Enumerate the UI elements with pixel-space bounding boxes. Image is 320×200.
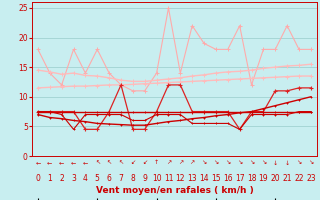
Text: 9: 9 <box>142 174 147 183</box>
Text: ↘: ↘ <box>261 160 266 165</box>
Text: ↙: ↙ <box>142 160 147 165</box>
Text: 22: 22 <box>294 174 304 183</box>
Text: ↘: ↘ <box>249 160 254 165</box>
Text: 19: 19 <box>259 174 268 183</box>
Text: ↘: ↘ <box>237 160 242 165</box>
Text: ←: ← <box>35 160 41 165</box>
Text: Vent moyen/en rafales ( km/h ): Vent moyen/en rafales ( km/h ) <box>96 186 253 195</box>
Text: 2: 2 <box>59 174 64 183</box>
Text: 21: 21 <box>282 174 292 183</box>
Text: ↖: ↖ <box>118 160 124 165</box>
Text: 16: 16 <box>223 174 233 183</box>
Text: 8: 8 <box>131 174 135 183</box>
Text: 4: 4 <box>83 174 88 183</box>
Text: 18: 18 <box>247 174 256 183</box>
Text: 6: 6 <box>107 174 112 183</box>
Text: 11: 11 <box>164 174 173 183</box>
Text: 0: 0 <box>36 174 40 183</box>
Text: ←: ← <box>47 160 52 165</box>
Text: 1: 1 <box>47 174 52 183</box>
Text: ↓: ↓ <box>284 160 290 165</box>
Text: ↘: ↘ <box>202 160 207 165</box>
Text: ↘: ↘ <box>213 160 219 165</box>
Text: 10: 10 <box>152 174 161 183</box>
Text: 7: 7 <box>119 174 124 183</box>
Text: ↙: ↙ <box>130 160 135 165</box>
Text: 17: 17 <box>235 174 244 183</box>
Text: 5: 5 <box>95 174 100 183</box>
Text: ↗: ↗ <box>189 160 195 165</box>
Text: 3: 3 <box>71 174 76 183</box>
Text: ↘: ↘ <box>308 160 314 165</box>
Text: ↗: ↗ <box>166 160 171 165</box>
Text: 20: 20 <box>270 174 280 183</box>
Text: ↗: ↗ <box>178 160 183 165</box>
Text: ↖: ↖ <box>107 160 112 165</box>
Text: 13: 13 <box>188 174 197 183</box>
Text: ↘: ↘ <box>225 160 230 165</box>
Text: 14: 14 <box>199 174 209 183</box>
Text: 15: 15 <box>211 174 221 183</box>
Text: ↖: ↖ <box>95 160 100 165</box>
Text: 12: 12 <box>176 174 185 183</box>
Text: ←: ← <box>71 160 76 165</box>
Text: ←: ← <box>59 160 64 165</box>
Text: ↘: ↘ <box>296 160 302 165</box>
Text: ←: ← <box>83 160 88 165</box>
Text: ↑: ↑ <box>154 160 159 165</box>
Text: 23: 23 <box>306 174 316 183</box>
Text: ↓: ↓ <box>273 160 278 165</box>
